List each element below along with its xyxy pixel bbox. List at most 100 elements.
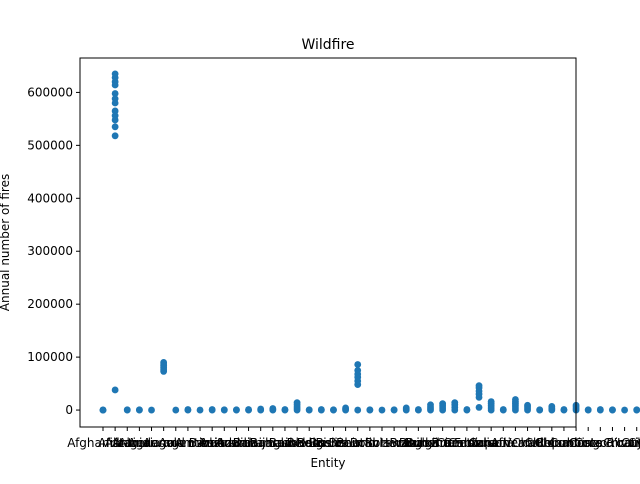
- x-tick-label: Central African Republic: [443, 436, 587, 450]
- y-tick-label: 100000: [27, 350, 73, 364]
- data-point: [621, 406, 628, 414]
- data-point: [293, 399, 301, 407]
- x-tick-label: Angola: [143, 436, 184, 450]
- y-axis-label: Annual number of fires: [0, 174, 12, 311]
- data-point: [111, 123, 119, 131]
- y-tick-label: 300000: [27, 244, 73, 258]
- data-point: [451, 399, 459, 407]
- data-point: [281, 406, 289, 413]
- x-tick-label: Comoros: [550, 436, 603, 450]
- data-point: [305, 406, 313, 414]
- x-tick-label: Afghanistan: [67, 436, 138, 450]
- x-tick-label: Bahamas: [233, 436, 289, 450]
- x-tick-label: China: [535, 436, 569, 450]
- data-point: [548, 402, 556, 410]
- y-tick-label: 400000: [27, 191, 73, 205]
- x-tick-label: Czechia: [638, 436, 640, 450]
- x-tick-label: Botswana: [365, 436, 424, 450]
- data-point: [560, 406, 568, 413]
- data-point: [111, 386, 119, 394]
- data-point: [233, 406, 240, 414]
- y-tick-label: 500000: [27, 138, 73, 152]
- y-tick-label: 200000: [27, 297, 73, 311]
- data-point: [99, 406, 107, 414]
- data-point: [111, 107, 119, 115]
- x-axis-label: Entity: [310, 456, 345, 470]
- x-tick-label: Canada: [468, 436, 514, 450]
- data-point: [111, 99, 119, 107]
- data-point: [172, 406, 180, 414]
- x-tick-label: Congo: [569, 436, 607, 450]
- x-tick-label: Bhutan: [336, 436, 379, 450]
- data-point: [354, 406, 362, 414]
- x-tick-label: Cuba: [621, 436, 640, 450]
- x-tick-label: Bosnia and Herzegovina: [309, 436, 455, 450]
- y-axis: 0 100000 200000 300000 400000 500000 600000: [27, 85, 80, 417]
- chart-title: Wildfire: [301, 37, 354, 53]
- data-point: [208, 406, 216, 413]
- x-tick-label: Bahrain: [250, 436, 296, 450]
- x-tick-label: Azerbaijan: [217, 436, 280, 450]
- x-tick-label: Cameroon: [448, 436, 510, 450]
- x-tick-label: Antigua and Barbuda: [112, 436, 239, 450]
- data-point: [439, 400, 447, 408]
- data-points: [99, 70, 640, 414]
- x-tick-label: Argentina: [159, 436, 218, 450]
- x-tick-label: Algeria: [118, 436, 160, 450]
- data-point: [245, 406, 252, 413]
- data-point: [633, 406, 640, 414]
- x-tick-label: Croatia: [603, 436, 640, 450]
- x-tick-label: Bulgaria: [406, 436, 456, 450]
- x-tick-label: Australia: [198, 436, 251, 450]
- x-tick-label: Africa: [98, 436, 132, 450]
- x-tick-label: Austria: [215, 436, 257, 450]
- data-point: [111, 116, 119, 124]
- x-tick-label: Brazil: [390, 436, 424, 450]
- data-point: [354, 361, 362, 368]
- data-point: [135, 406, 143, 414]
- x-tick-label: Chad: [512, 436, 543, 450]
- x-tick-label: Benin: [329, 436, 363, 450]
- x-tick-label: Belarus: [287, 436, 332, 450]
- data-point: [596, 406, 604, 413]
- x-tick-label: Cambodia: [437, 436, 498, 450]
- data-point: [196, 406, 204, 414]
- x-tick-label: Burkina Faso: [404, 436, 481, 450]
- x-tick-label: Bolivia: [350, 436, 390, 450]
- data-point: [390, 406, 398, 414]
- data-point: [536, 406, 544, 414]
- data-point: [463, 406, 471, 413]
- x-tick-label: Cape Verde: [469, 436, 538, 450]
- x-tick-label: Armenia: [175, 436, 225, 450]
- x-tick-label: Cyprus: [628, 436, 640, 450]
- data-point: [184, 406, 192, 413]
- data-point: [160, 368, 168, 375]
- data-point: [148, 406, 155, 414]
- x-tick-label: Belize: [315, 436, 351, 450]
- data-point: [220, 406, 228, 414]
- x-tick-label: Asia: [200, 436, 225, 450]
- y-tick-label: 600000: [27, 85, 73, 99]
- data-point: [475, 404, 483, 411]
- data-point: [584, 406, 592, 414]
- x-tick-label: Albania: [105, 436, 150, 450]
- x-tick-label: Costa Rica: [569, 436, 632, 450]
- plot-frame: [79, 57, 577, 428]
- x-tick-label: Chile: [525, 436, 555, 450]
- data-point: [366, 406, 374, 414]
- data-point: [499, 406, 507, 413]
- data-point: [342, 404, 349, 412]
- data-point: [330, 406, 337, 414]
- x-tick-label: Burundi: [431, 436, 478, 450]
- data-point: [269, 405, 277, 412]
- data-point: [111, 132, 119, 140]
- data-point: [111, 81, 119, 89]
- data-point: [427, 401, 434, 409]
- y-tick-label: 0: [65, 403, 73, 417]
- x-axis: AfghanistanAfricaAlbaniaAlgeriaAndorraAn…: [67, 427, 640, 450]
- data-point: [354, 381, 362, 389]
- data-point: [512, 396, 519, 403]
- x-tick-label: Colombia: [536, 436, 592, 450]
